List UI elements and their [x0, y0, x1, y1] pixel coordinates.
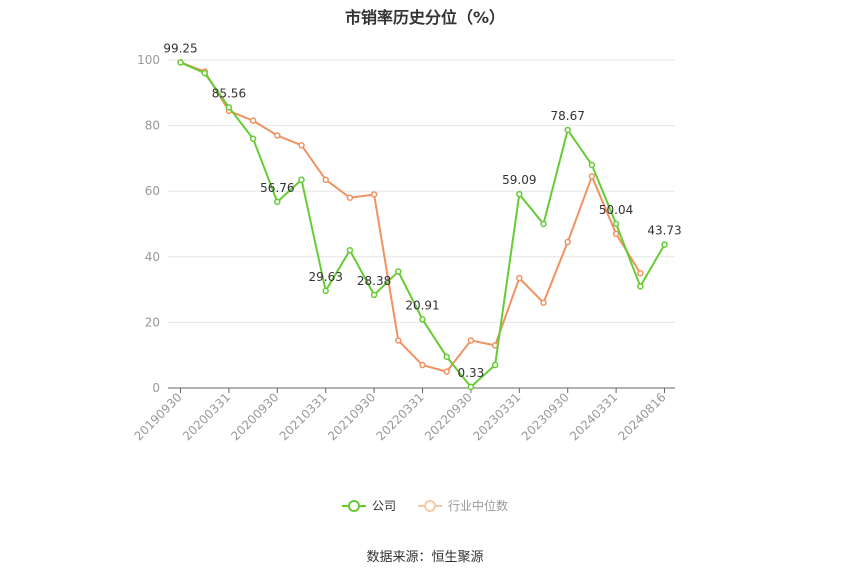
data-point-industry [540, 299, 547, 306]
data-point-company [467, 383, 475, 391]
data-point-industry [298, 142, 305, 149]
x-tick-label: 20220930 [422, 390, 475, 443]
data-label: 99.25 [163, 41, 197, 55]
data-point-industry [612, 230, 620, 238]
data-point-industry [395, 337, 402, 344]
x-tick-label: 20200331 [180, 390, 233, 443]
data-point-company [637, 283, 644, 290]
data-point-industry [370, 191, 378, 198]
data-point-company [225, 104, 233, 111]
data-label: 29.63 [309, 270, 343, 284]
x-tick-label: 20220331 [374, 390, 427, 443]
y-tick-label: 100 [137, 53, 160, 67]
label-layer: 99.25 85.56 56.76 29.63 28.38 20.91 0.33 59.09 7… [163, 41, 681, 379]
data-point-company [201, 69, 208, 77]
data-label: 50.04 [599, 203, 633, 217]
chart-title: 市销率历史分位（%） [344, 8, 506, 27]
legend-item-company[interactable]: 公司 [341, 497, 396, 514]
series-line-company [180, 61, 666, 388]
data-point-company [491, 361, 499, 369]
data-point-industry [637, 269, 644, 277]
data-point-industry [274, 132, 281, 139]
x-tick-label: 20210930 [325, 390, 378, 443]
data-point-company [322, 287, 329, 295]
series-line-industry [180, 61, 642, 373]
data-point-industry [249, 117, 257, 124]
data-point-company [249, 135, 257, 142]
y-tick-label: 20 [145, 315, 160, 329]
legend-industry-symbol [418, 499, 442, 513]
data-point-company [443, 353, 450, 361]
data-point-company [612, 220, 620, 228]
data-point-industry [564, 238, 571, 246]
data-label: 56.76 [260, 181, 294, 195]
data-label: 85.56 [212, 86, 246, 100]
axis-layer: 0204060801002019093020200331202009302021… [132, 53, 675, 443]
y-tick-label: 80 [145, 119, 160, 133]
x-tick-label: 20230930 [519, 390, 572, 443]
data-point-industry [588, 173, 596, 180]
source-note: 数据来源：恒生聚源 [366, 550, 484, 565]
data-label: 28.38 [357, 274, 391, 288]
data-point-industry [346, 194, 354, 202]
x-tick-label: 20200930 [228, 390, 281, 443]
data-point-company [177, 59, 184, 66]
data-point-industry [516, 274, 523, 282]
legend-item-industry[interactable]: 行业中位数 [418, 497, 508, 514]
data-point-company [661, 241, 668, 248]
x-tick-label: 20210331 [277, 390, 330, 443]
y-tick-label: 40 [145, 250, 160, 264]
data-point-company [516, 190, 523, 198]
legend-company-label: 公司 [371, 499, 396, 513]
y-tick-label: 0 [152, 381, 160, 395]
data-point-industry [467, 337, 475, 344]
x-tick-label: 20230331 [470, 390, 523, 443]
data-label: 0.33 [458, 366, 485, 380]
x-tick-label: 20240331 [567, 390, 620, 443]
y-tick-label: 60 [145, 184, 160, 198]
data-point-company [370, 291, 378, 299]
data-point-company [540, 220, 547, 228]
x-tick-label: 20240816 [616, 390, 669, 443]
data-label: 78.67 [551, 109, 585, 123]
series-layer [177, 59, 668, 391]
data-point-company [419, 316, 426, 323]
data-point-company [588, 161, 596, 169]
x-tick-label: 20190930 [132, 390, 185, 443]
data-point-company [395, 268, 402, 275]
data-label: 20.91 [405, 298, 439, 312]
legend-industry-label: 行业中位数 [448, 499, 509, 513]
legend: 公司 行业中位数 [0, 497, 850, 514]
data-point-company [274, 198, 281, 206]
data-point-company [298, 176, 305, 183]
data-label: 59.09 [502, 173, 536, 187]
data-point-industry [322, 176, 329, 183]
data-point-industry [419, 361, 426, 369]
data-label: 43.73 [647, 224, 681, 238]
legend-company-symbol [341, 499, 366, 513]
data-point-company [346, 246, 354, 254]
data-point-industry [443, 368, 450, 375]
data-point-company [564, 126, 571, 134]
